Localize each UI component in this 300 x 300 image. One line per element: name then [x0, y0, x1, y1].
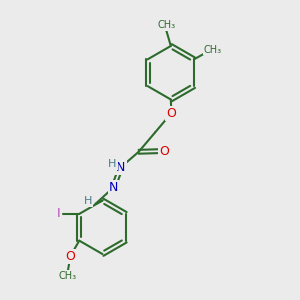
Text: H: H [108, 159, 117, 169]
Text: O: O [167, 106, 176, 120]
Text: O: O [65, 250, 75, 262]
Text: N: N [109, 181, 118, 194]
Text: I: I [57, 207, 60, 220]
Text: CH₃: CH₃ [204, 44, 222, 55]
Text: H: H [83, 196, 92, 206]
Text: CH₃: CH₃ [157, 20, 176, 30]
Text: O: O [159, 145, 169, 158]
Text: CH₃: CH₃ [59, 271, 77, 281]
Text: N: N [116, 161, 126, 174]
